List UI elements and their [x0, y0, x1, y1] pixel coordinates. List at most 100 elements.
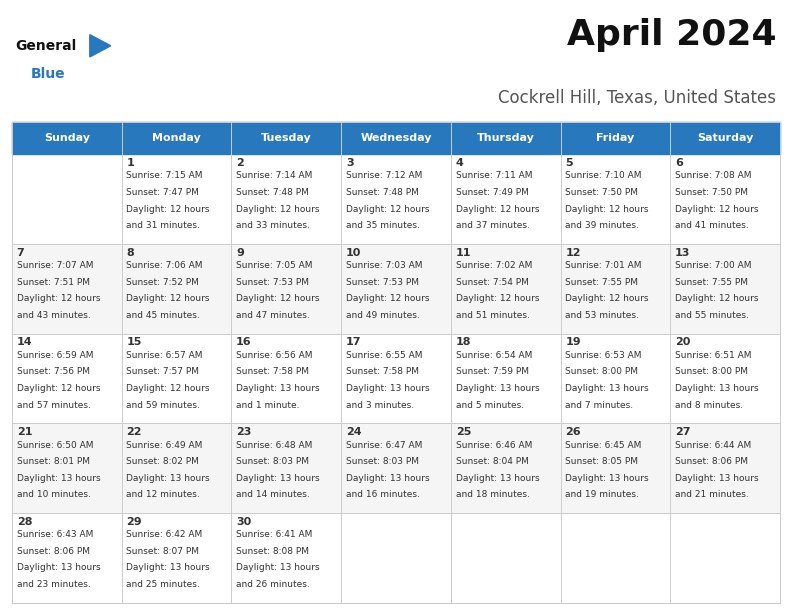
Text: Daylight: 12 hours: Daylight: 12 hours	[455, 294, 539, 304]
Text: and 25 minutes.: and 25 minutes.	[127, 580, 200, 589]
Text: and 47 minutes.: and 47 minutes.	[236, 311, 310, 320]
Text: Sunrise: 6:43 AM: Sunrise: 6:43 AM	[17, 530, 93, 539]
Text: Sunrise: 7:14 AM: Sunrise: 7:14 AM	[236, 171, 313, 181]
Text: and 10 minutes.: and 10 minutes.	[17, 490, 90, 499]
Text: Friday: Friday	[596, 133, 634, 143]
Text: Sunset: 8:06 PM: Sunset: 8:06 PM	[675, 457, 748, 466]
Text: 18: 18	[455, 337, 471, 348]
Text: and 53 minutes.: and 53 minutes.	[565, 311, 639, 320]
Text: and 51 minutes.: and 51 minutes.	[455, 311, 530, 320]
Text: and 59 minutes.: and 59 minutes.	[127, 401, 200, 409]
Text: 21: 21	[17, 427, 32, 437]
Text: and 37 minutes.: and 37 minutes.	[455, 221, 530, 230]
Text: 19: 19	[565, 337, 581, 348]
Text: Daylight: 13 hours: Daylight: 13 hours	[346, 384, 429, 393]
Text: Sunset: 7:54 PM: Sunset: 7:54 PM	[455, 278, 528, 286]
Text: 26: 26	[565, 427, 581, 437]
Text: Sunset: 8:06 PM: Sunset: 8:06 PM	[17, 547, 89, 556]
Text: and 31 minutes.: and 31 minutes.	[127, 221, 200, 230]
Text: Sunset: 7:48 PM: Sunset: 7:48 PM	[346, 188, 419, 197]
Text: Daylight: 12 hours: Daylight: 12 hours	[127, 384, 210, 393]
Text: Daylight: 13 hours: Daylight: 13 hours	[17, 474, 101, 483]
Text: Sunrise: 7:03 AM: Sunrise: 7:03 AM	[346, 261, 422, 270]
Text: 28: 28	[17, 517, 32, 527]
Text: 8: 8	[127, 248, 134, 258]
Text: Thursday: Thursday	[477, 133, 535, 143]
Text: Sunset: 8:04 PM: Sunset: 8:04 PM	[455, 457, 528, 466]
Text: and 39 minutes.: and 39 minutes.	[565, 221, 639, 230]
Text: 7: 7	[17, 248, 25, 258]
Text: Daylight: 12 hours: Daylight: 12 hours	[346, 294, 429, 304]
Text: Daylight: 12 hours: Daylight: 12 hours	[346, 204, 429, 214]
Text: Daylight: 13 hours: Daylight: 13 hours	[236, 564, 320, 572]
Text: Blue: Blue	[31, 67, 66, 81]
Text: Daylight: 12 hours: Daylight: 12 hours	[236, 294, 320, 304]
Text: Sunset: 8:08 PM: Sunset: 8:08 PM	[236, 547, 309, 556]
Text: Sunrise: 6:42 AM: Sunrise: 6:42 AM	[127, 530, 203, 539]
Text: Sunrise: 7:01 AM: Sunrise: 7:01 AM	[565, 261, 642, 270]
Polygon shape	[89, 35, 111, 57]
Text: Daylight: 12 hours: Daylight: 12 hours	[565, 294, 649, 304]
Text: 10: 10	[346, 248, 361, 258]
Text: Sunset: 8:05 PM: Sunset: 8:05 PM	[565, 457, 638, 466]
Text: 30: 30	[236, 517, 251, 527]
Text: Sunrise: 6:59 AM: Sunrise: 6:59 AM	[17, 351, 93, 360]
Text: Sunrise: 7:08 AM: Sunrise: 7:08 AM	[675, 171, 752, 181]
Text: and 49 minutes.: and 49 minutes.	[346, 311, 420, 320]
Text: 22: 22	[127, 427, 142, 437]
Text: Sunset: 8:03 PM: Sunset: 8:03 PM	[236, 457, 309, 466]
Text: Daylight: 12 hours: Daylight: 12 hours	[565, 204, 649, 214]
Text: Cockrell Hill, Texas, United States: Cockrell Hill, Texas, United States	[498, 89, 776, 106]
Text: 1: 1	[127, 158, 134, 168]
Text: and 1 minute.: and 1 minute.	[236, 401, 299, 409]
Text: Sunset: 8:00 PM: Sunset: 8:00 PM	[675, 367, 748, 376]
Text: 23: 23	[236, 427, 252, 437]
Text: 14: 14	[17, 337, 32, 348]
Text: April 2024: April 2024	[566, 18, 776, 53]
Text: Sunrise: 6:45 AM: Sunrise: 6:45 AM	[565, 441, 642, 450]
Text: Sunrise: 6:48 AM: Sunrise: 6:48 AM	[236, 441, 313, 450]
Text: Daylight: 12 hours: Daylight: 12 hours	[127, 294, 210, 304]
Text: Sunset: 8:00 PM: Sunset: 8:00 PM	[565, 367, 638, 376]
Text: Daylight: 13 hours: Daylight: 13 hours	[455, 474, 539, 483]
Text: 5: 5	[565, 158, 573, 168]
Text: Sunset: 8:07 PM: Sunset: 8:07 PM	[127, 547, 200, 556]
Text: and 19 minutes.: and 19 minutes.	[565, 490, 639, 499]
Text: General: General	[16, 39, 77, 53]
Text: Sunrise: 7:11 AM: Sunrise: 7:11 AM	[455, 171, 532, 181]
Text: Daylight: 13 hours: Daylight: 13 hours	[127, 564, 210, 572]
Text: Sunrise: 6:56 AM: Sunrise: 6:56 AM	[236, 351, 313, 360]
Text: and 41 minutes.: and 41 minutes.	[675, 221, 749, 230]
Text: Daylight: 12 hours: Daylight: 12 hours	[127, 204, 210, 214]
Text: Daylight: 13 hours: Daylight: 13 hours	[565, 474, 649, 483]
Text: Sunday: Sunday	[44, 133, 89, 143]
Text: Sunset: 7:55 PM: Sunset: 7:55 PM	[565, 278, 638, 286]
Text: Sunrise: 6:47 AM: Sunrise: 6:47 AM	[346, 441, 422, 450]
Text: and 8 minutes.: and 8 minutes.	[675, 401, 743, 409]
Text: Daylight: 12 hours: Daylight: 12 hours	[17, 294, 100, 304]
Text: and 18 minutes.: and 18 minutes.	[455, 490, 530, 499]
Text: Sunrise: 6:57 AM: Sunrise: 6:57 AM	[127, 351, 203, 360]
Text: 4: 4	[455, 158, 463, 168]
Text: Daylight: 13 hours: Daylight: 13 hours	[455, 384, 539, 393]
Text: Monday: Monday	[152, 133, 201, 143]
Text: and 55 minutes.: and 55 minutes.	[675, 311, 749, 320]
Text: Sunrise: 7:10 AM: Sunrise: 7:10 AM	[565, 171, 642, 181]
Text: 9: 9	[236, 248, 244, 258]
Text: and 5 minutes.: and 5 minutes.	[455, 401, 524, 409]
Text: Sunset: 7:50 PM: Sunset: 7:50 PM	[565, 188, 638, 197]
Text: Sunset: 7:49 PM: Sunset: 7:49 PM	[455, 188, 528, 197]
Text: 6: 6	[675, 158, 683, 168]
Text: Sunset: 7:57 PM: Sunset: 7:57 PM	[127, 367, 200, 376]
Text: 2: 2	[236, 158, 244, 168]
Text: and 16 minutes.: and 16 minutes.	[346, 490, 420, 499]
Text: Sunrise: 7:07 AM: Sunrise: 7:07 AM	[17, 261, 93, 270]
Text: and 21 minutes.: and 21 minutes.	[675, 490, 749, 499]
Text: Daylight: 12 hours: Daylight: 12 hours	[455, 204, 539, 214]
Text: and 3 minutes.: and 3 minutes.	[346, 401, 414, 409]
Text: and 23 minutes.: and 23 minutes.	[17, 580, 90, 589]
Text: Sunset: 7:51 PM: Sunset: 7:51 PM	[17, 278, 89, 286]
Text: Sunrise: 7:00 AM: Sunrise: 7:00 AM	[675, 261, 752, 270]
Text: Sunrise: 6:55 AM: Sunrise: 6:55 AM	[346, 351, 422, 360]
Text: Daylight: 13 hours: Daylight: 13 hours	[127, 474, 210, 483]
